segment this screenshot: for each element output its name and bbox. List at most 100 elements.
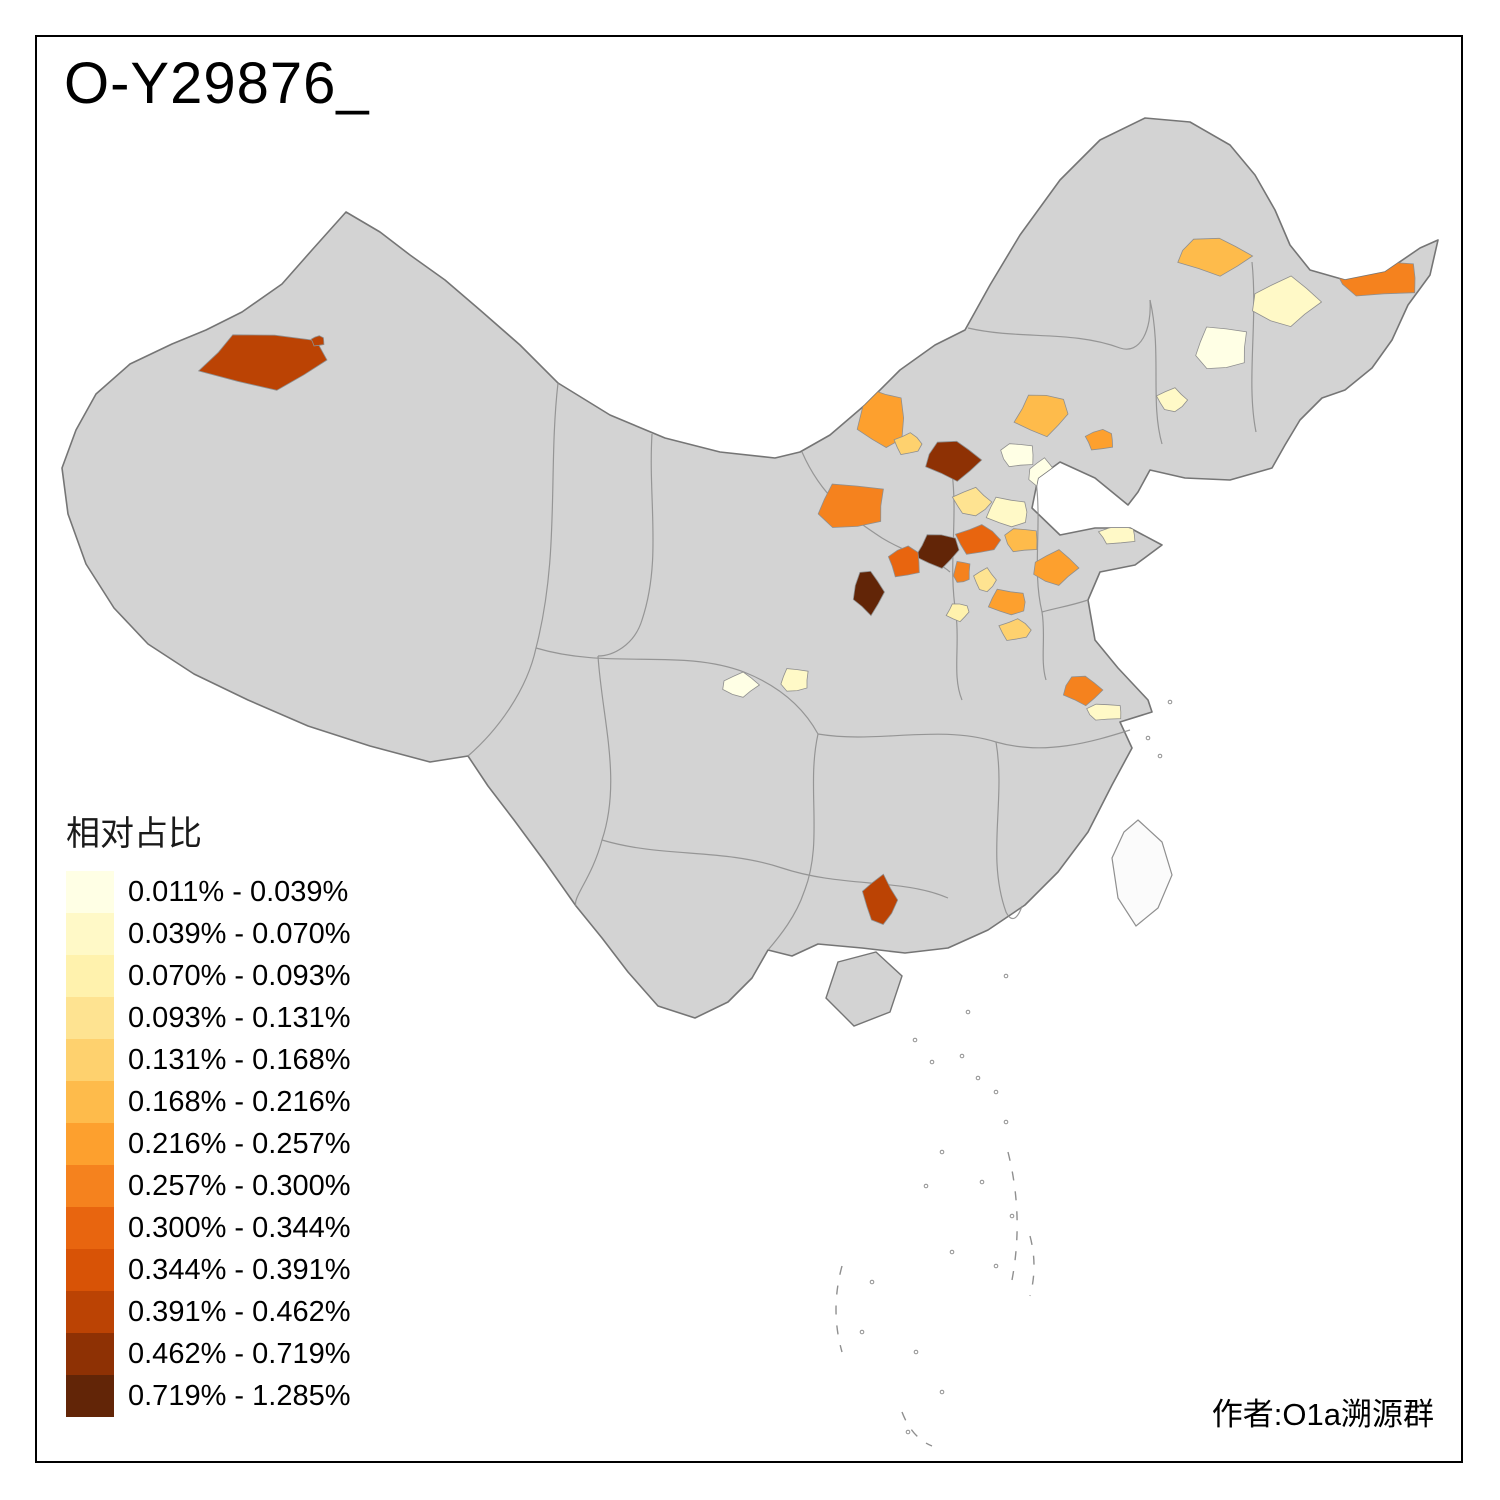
island-speck — [923, 1183, 929, 1189]
map-region — [856, 387, 905, 448]
map-region — [987, 588, 1026, 616]
legend-class-row: 0.070% - 0.093% — [66, 955, 350, 997]
map-region — [1086, 703, 1122, 721]
legend-class-label: 0.462% - 0.719% — [128, 1337, 351, 1370]
legend-class-row: 0.131% - 0.168% — [66, 1039, 350, 1081]
map-region — [893, 432, 923, 455]
map-region — [998, 618, 1032, 641]
legend-class-label: 0.070% - 0.093% — [128, 959, 351, 992]
island-speck — [1145, 735, 1151, 741]
island-speck — [869, 1279, 875, 1285]
map-region — [887, 545, 920, 578]
island-speck — [1009, 1213, 1015, 1219]
legend-class-row: 0.719% - 1.285% — [66, 1375, 350, 1417]
legend-swatch — [66, 1039, 114, 1081]
island-speck — [965, 1009, 971, 1015]
legend-class-label: 0.011% - 0.039% — [128, 875, 349, 908]
legend-swatch — [66, 1081, 114, 1123]
island-speck — [1003, 973, 1009, 979]
map-region — [925, 440, 983, 482]
legend-class-row: 0.344% - 0.391% — [66, 1249, 350, 1291]
legend-swatch — [66, 871, 114, 913]
island-speck — [949, 1249, 955, 1255]
island-speck — [1157, 753, 1163, 759]
map-region — [1252, 275, 1323, 328]
legend-class-row: 0.300% - 0.344% — [66, 1207, 350, 1249]
island-speck — [913, 1349, 919, 1355]
island-speck — [975, 1075, 981, 1081]
legend-class-row: 0.257% - 0.300% — [66, 1165, 350, 1207]
map-region — [1155, 387, 1189, 413]
legend-swatch — [66, 913, 114, 955]
legend-swatch — [66, 1165, 114, 1207]
map-region — [1084, 428, 1114, 451]
province-borders — [467, 261, 1257, 951]
legend-class-label: 0.257% - 0.300% — [128, 1169, 351, 1202]
island-speck — [905, 1429, 911, 1435]
map-region — [722, 671, 761, 698]
legend-class-row: 0.039% - 0.070% — [66, 913, 350, 955]
taiwan-island — [1111, 819, 1173, 927]
plot-border — [35, 35, 1463, 1463]
island-speck — [929, 1059, 935, 1065]
hainan-island — [825, 951, 903, 1027]
legend-class-row: 0.011% - 0.039% — [66, 871, 350, 913]
legend-swatch — [66, 997, 114, 1039]
map-region — [954, 524, 1002, 555]
map-region — [1177, 237, 1254, 277]
map-region — [861, 873, 899, 925]
legend-class-row: 0.216% - 0.257% — [66, 1123, 350, 1165]
figure-title: O-Y29876_ — [64, 51, 370, 116]
map-region — [1004, 528, 1038, 553]
island-speck — [1167, 699, 1173, 705]
legend-class-label: 0.391% - 0.462% — [128, 1295, 351, 1328]
legend-swatch — [66, 1333, 114, 1375]
colored-regions — [197, 237, 1416, 925]
mainland-outline — [61, 117, 1439, 1019]
map-region — [1062, 675, 1104, 707]
map-region — [953, 561, 971, 583]
legend-swatch — [66, 1375, 114, 1417]
map-region — [852, 570, 885, 617]
map-region — [310, 335, 325, 347]
map-region — [973, 567, 997, 593]
island-speck — [993, 1089, 999, 1095]
legend-swatch — [66, 1291, 114, 1333]
map-region — [951, 486, 993, 517]
legend-class-label: 0.093% - 0.131% — [128, 1001, 351, 1034]
legend-swatch — [66, 955, 114, 997]
map-region — [1195, 326, 1247, 370]
map-region — [817, 483, 884, 528]
island-speck — [859, 1329, 865, 1335]
legend-class-label: 0.131% - 0.168% — [128, 1043, 351, 1076]
island-speck — [912, 1037, 918, 1043]
island-speck — [993, 1263, 999, 1269]
legend-class-row: 0.168% - 0.216% — [66, 1081, 350, 1123]
map-region — [1013, 394, 1069, 438]
legend-class-label: 0.719% - 1.285% — [128, 1379, 351, 1412]
island-speck — [939, 1149, 945, 1155]
legend-class-label: 0.216% - 0.257% — [128, 1127, 351, 1160]
map-region — [197, 334, 328, 391]
island-speck — [1003, 1119, 1009, 1125]
map-region — [780, 668, 809, 692]
sea-boundary-dashes — [835, 1151, 1035, 1447]
legend-class-row: 0.462% - 0.719% — [66, 1333, 350, 1375]
legend: 相对占比 0.011% - 0.039% 0.039% - 0.070% 0.070… — [66, 806, 350, 1417]
legend-classes: 0.011% - 0.039% 0.039% - 0.070% 0.070% - 0… — [66, 871, 350, 1417]
legend-class-label: 0.039% - 0.070% — [128, 917, 351, 950]
legend-class-label: 0.300% - 0.344% — [128, 1211, 351, 1244]
south-china-sea-islands — [859, 699, 1173, 1435]
island-speck — [959, 1053, 965, 1059]
map-region — [945, 603, 970, 623]
legend-class-row: 0.391% - 0.462% — [66, 1291, 350, 1333]
map-region — [914, 534, 960, 569]
author-credit: 作者:O1a溯源群 — [1211, 1397, 1434, 1432]
legend-swatch — [66, 1207, 114, 1249]
legend-swatch — [66, 1123, 114, 1165]
legend-swatch — [66, 1249, 114, 1291]
island-speck — [979, 1179, 985, 1185]
map-region — [1000, 443, 1034, 468]
legend-class-label: 0.168% - 0.216% — [128, 1085, 351, 1118]
